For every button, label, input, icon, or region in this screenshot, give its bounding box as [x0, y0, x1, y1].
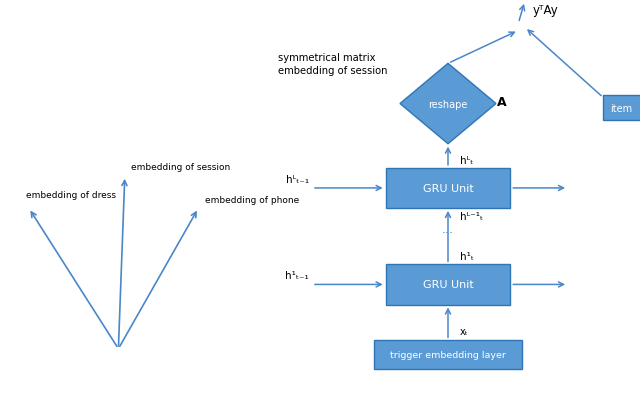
Text: embedding of session: embedding of session: [131, 163, 230, 172]
Text: item: item: [610, 103, 632, 113]
Text: trigger embedding layer: trigger embedding layer: [390, 350, 506, 359]
Text: GRU Unit: GRU Unit: [422, 184, 474, 193]
Text: embedding of phone: embedding of phone: [205, 196, 299, 205]
Text: xₜ: xₜ: [460, 326, 468, 336]
Text: hᴸ⁻¹ₜ: hᴸ⁻¹ₜ: [460, 212, 483, 222]
Text: h¹ₜ₋₁: h¹ₜ₋₁: [285, 271, 308, 281]
FancyBboxPatch shape: [385, 168, 510, 209]
Polygon shape: [400, 64, 496, 144]
Text: symmetrical matrix
embedding of session: symmetrical matrix embedding of session: [278, 53, 388, 76]
Text: reshape: reshape: [428, 99, 468, 109]
FancyBboxPatch shape: [374, 340, 522, 369]
Text: h¹ₜ: h¹ₜ: [460, 251, 474, 261]
Text: GRU Unit: GRU Unit: [422, 280, 474, 290]
FancyBboxPatch shape: [385, 265, 510, 305]
Text: embedding of dress: embedding of dress: [26, 191, 116, 200]
Text: hᴸₜ₋₁: hᴸₜ₋₁: [285, 174, 308, 184]
FancyBboxPatch shape: [604, 96, 640, 120]
Text: yᵀAy: yᵀAy: [532, 4, 558, 17]
Text: hᴸₜ: hᴸₜ: [460, 155, 473, 165]
Text: ...: ...: [442, 222, 454, 235]
Text: A: A: [497, 96, 507, 109]
